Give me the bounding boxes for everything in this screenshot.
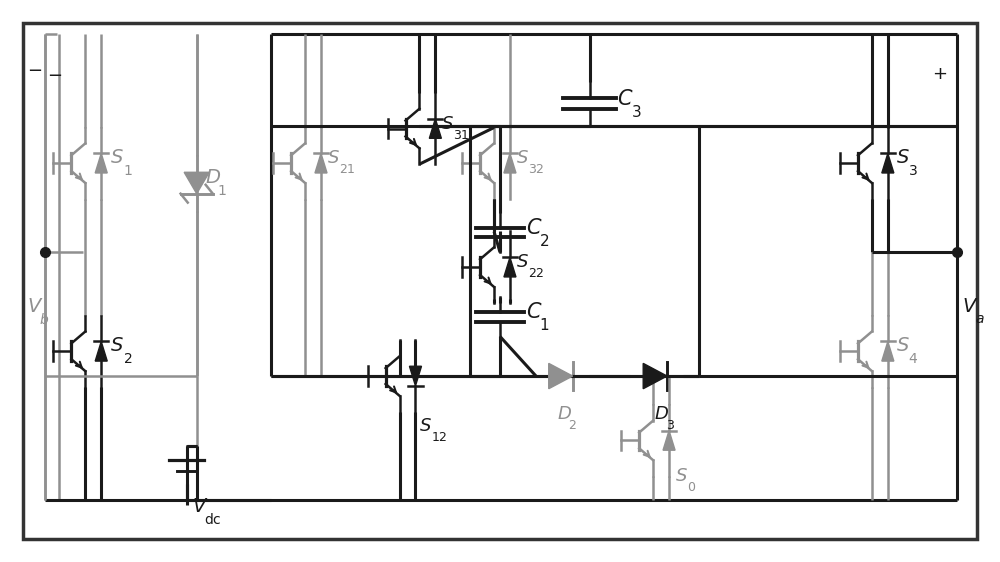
Text: $\mathit{b}$: $\mathit{b}$ — [39, 312, 49, 327]
Text: $\mathit{2}$: $\mathit{2}$ — [568, 419, 577, 432]
Text: $\mathit{1}$: $\mathit{1}$ — [539, 317, 550, 333]
Text: $\mathit{3}$: $\mathit{3}$ — [631, 104, 641, 120]
Text: $\mathit{V}$: $\mathit{V}$ — [27, 298, 43, 316]
Text: $\mathit{1}$: $\mathit{1}$ — [123, 164, 132, 178]
Text: $\mathit{\mathrm{dc}}$: $\mathit{\mathrm{dc}}$ — [204, 512, 222, 527]
Text: $\mathit{S}$: $\mathit{S}$ — [516, 253, 529, 271]
Text: $\mathit{C}$: $\mathit{C}$ — [526, 217, 542, 238]
Text: $\mathit{S}$: $\mathit{S}$ — [896, 149, 910, 167]
Polygon shape — [504, 257, 516, 277]
Polygon shape — [643, 364, 667, 389]
Text: $\mathit{32}$: $\mathit{32}$ — [528, 164, 544, 176]
Text: $\mathit{S}$: $\mathit{S}$ — [441, 115, 454, 133]
Polygon shape — [184, 173, 209, 194]
Text: $\mathit{S}$: $\mathit{S}$ — [110, 149, 124, 167]
Text: $\mathit{S}$: $\mathit{S}$ — [516, 149, 529, 167]
FancyBboxPatch shape — [23, 22, 977, 540]
Text: $\mathit{21}$: $\mathit{21}$ — [339, 164, 355, 176]
Polygon shape — [549, 364, 573, 389]
Text: $\mathit{31}$: $\mathit{31}$ — [453, 129, 470, 142]
Text: $\mathit{D}$: $\mathit{D}$ — [654, 405, 669, 423]
Text: $\mathit{3}$: $\mathit{3}$ — [908, 164, 918, 178]
Polygon shape — [882, 342, 894, 361]
Polygon shape — [663, 430, 675, 450]
Text: $\mathit{1}$: $\mathit{1}$ — [217, 184, 227, 197]
Text: $\mathit{D}$: $\mathit{D}$ — [557, 405, 572, 423]
Polygon shape — [315, 153, 327, 173]
Text: $\mathit{D}$: $\mathit{D}$ — [205, 169, 221, 187]
Text: $\mathit{2}$: $\mathit{2}$ — [539, 233, 549, 249]
Text: $\mathit{C}$: $\mathit{C}$ — [526, 302, 542, 321]
Polygon shape — [95, 342, 107, 361]
Text: $\mathit{S}$: $\mathit{S}$ — [675, 467, 688, 485]
Text: $-$: $-$ — [27, 60, 42, 78]
Text: $\mathit{3}$: $\mathit{3}$ — [666, 419, 675, 432]
Text: $+$: $+$ — [932, 65, 948, 83]
Text: $\mathit{12}$: $\mathit{12}$ — [431, 430, 448, 443]
Text: $\mathit{S}$: $\mathit{S}$ — [419, 416, 432, 434]
Polygon shape — [429, 119, 441, 138]
Text: $\mathit{22}$: $\mathit{22}$ — [528, 268, 544, 280]
Polygon shape — [95, 153, 107, 173]
Text: $\mathit{4}$: $\mathit{4}$ — [908, 352, 918, 366]
Text: $\mathit{S}$: $\mathit{S}$ — [896, 337, 910, 355]
Polygon shape — [409, 366, 421, 386]
Text: $\mathit{V}$: $\mathit{V}$ — [962, 298, 979, 316]
Text: $\mathit{S}$: $\mathit{S}$ — [327, 149, 340, 167]
Text: $-$: $-$ — [47, 65, 62, 83]
Text: $\mathit{V}$: $\mathit{V}$ — [192, 498, 208, 516]
Polygon shape — [504, 153, 516, 173]
Text: $\mathit{2}$: $\mathit{2}$ — [123, 352, 132, 366]
Text: $\mathit{C}$: $\mathit{C}$ — [617, 89, 634, 109]
Polygon shape — [882, 153, 894, 173]
Text: $\mathit{a}$: $\mathit{a}$ — [975, 312, 985, 326]
Text: $\mathit{S}$: $\mathit{S}$ — [110, 337, 124, 355]
Text: $\mathit{0}$: $\mathit{0}$ — [687, 481, 696, 494]
